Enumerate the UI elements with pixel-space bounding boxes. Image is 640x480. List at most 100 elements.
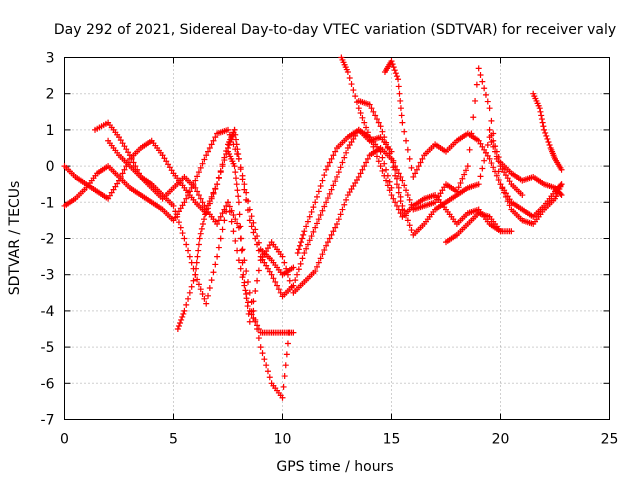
data-point-interp [364,155,371,162]
data-point [377,123,384,130]
data-point [344,192,351,199]
data-point-interp [477,140,484,147]
data-point-interp [250,229,257,236]
data-point-interp [219,210,226,217]
data-point-interp [401,182,408,189]
data-point-interp [239,246,246,253]
data-point-interp [415,163,422,170]
data-point-interp [208,193,215,200]
data-point-interp [392,70,399,77]
data-point [355,173,362,180]
data-point-interp [373,153,380,160]
data-point-interp [490,137,497,144]
data-point-interp [386,178,393,185]
data-point-interp [379,154,386,161]
data-point-interp [194,253,201,260]
data-point [294,249,301,256]
data-point-interp [228,218,235,225]
data-point-interp [419,155,426,162]
data-point-interp [408,201,415,208]
data-point-interp [243,196,250,203]
data-point-interp [495,168,502,175]
data-point-interp [266,242,273,249]
data-point [519,192,526,199]
data-point-interp [232,237,239,244]
data-point-interp [241,279,248,286]
data-point-interp [183,301,190,308]
data-point-interp [350,87,357,94]
data-point-interp [108,189,115,196]
data-point-interp [383,139,390,146]
data-point [355,105,362,112]
data-point [558,166,565,173]
data-point-interp [274,282,281,289]
data-point-interp [296,242,303,249]
data-point-interp [393,175,400,182]
data-point-interp [193,259,200,266]
data-point [159,152,166,159]
data-point [453,188,460,195]
data-point-interp [195,241,202,248]
data-point-interp [544,135,551,142]
data-point-interp [161,155,168,162]
data-point-interp [406,196,413,203]
data-point-interp [250,219,257,226]
data-point [388,155,395,162]
data-point [174,326,181,332]
data-point-interp [177,319,184,326]
data-point [126,152,133,159]
data-point-interp [300,231,307,238]
data-point-interp [321,246,328,253]
data-point-interp [314,263,321,270]
data-point-interp [266,374,273,381]
data-point-interp [412,170,419,177]
data-point-interp [391,67,398,74]
data-point [475,65,482,72]
data-point-interp [466,146,473,153]
data-point [231,126,238,133]
data-point-interp [292,277,299,284]
data-point-interp [232,216,239,223]
data-point [312,199,319,206]
data-point-interp [242,287,249,294]
data-point [388,58,395,65]
data-point [558,192,565,199]
data-point-interp [417,159,424,166]
data-point-interp [343,196,350,203]
data-point-interp [335,169,342,176]
data-point-interp [348,81,355,88]
data-point-interp [370,143,377,150]
data-point-interp [364,129,371,136]
data-point [203,152,210,159]
data-point-interp [266,268,273,275]
data-point-interp [324,195,331,202]
data-point-interp [212,261,219,268]
data-point-interp [315,216,322,223]
data-point-interp [244,303,251,310]
data-point-interp [328,231,335,238]
data-point-interp [128,155,135,162]
data-point-interp [206,284,213,291]
data-point-interp [252,235,259,242]
data-point [170,217,177,224]
data-point [240,271,247,278]
data-point-interp [183,195,190,202]
data-point [334,173,340,180]
data-point [366,134,373,141]
data-point-interp [479,165,486,172]
data-point [231,163,238,170]
data-point-interp [501,189,508,196]
data-point-interp [457,179,464,186]
data-point-interp [557,190,564,197]
data-point-interp [413,166,420,173]
data-point-interp [217,213,224,220]
data-point-interp [199,160,206,167]
data-point-interp [232,136,239,143]
data-point-interp [499,185,506,192]
data-point-interp [244,278,251,285]
data-point-interp [488,132,495,139]
data-point [399,119,406,126]
data-point-interp [381,172,388,179]
